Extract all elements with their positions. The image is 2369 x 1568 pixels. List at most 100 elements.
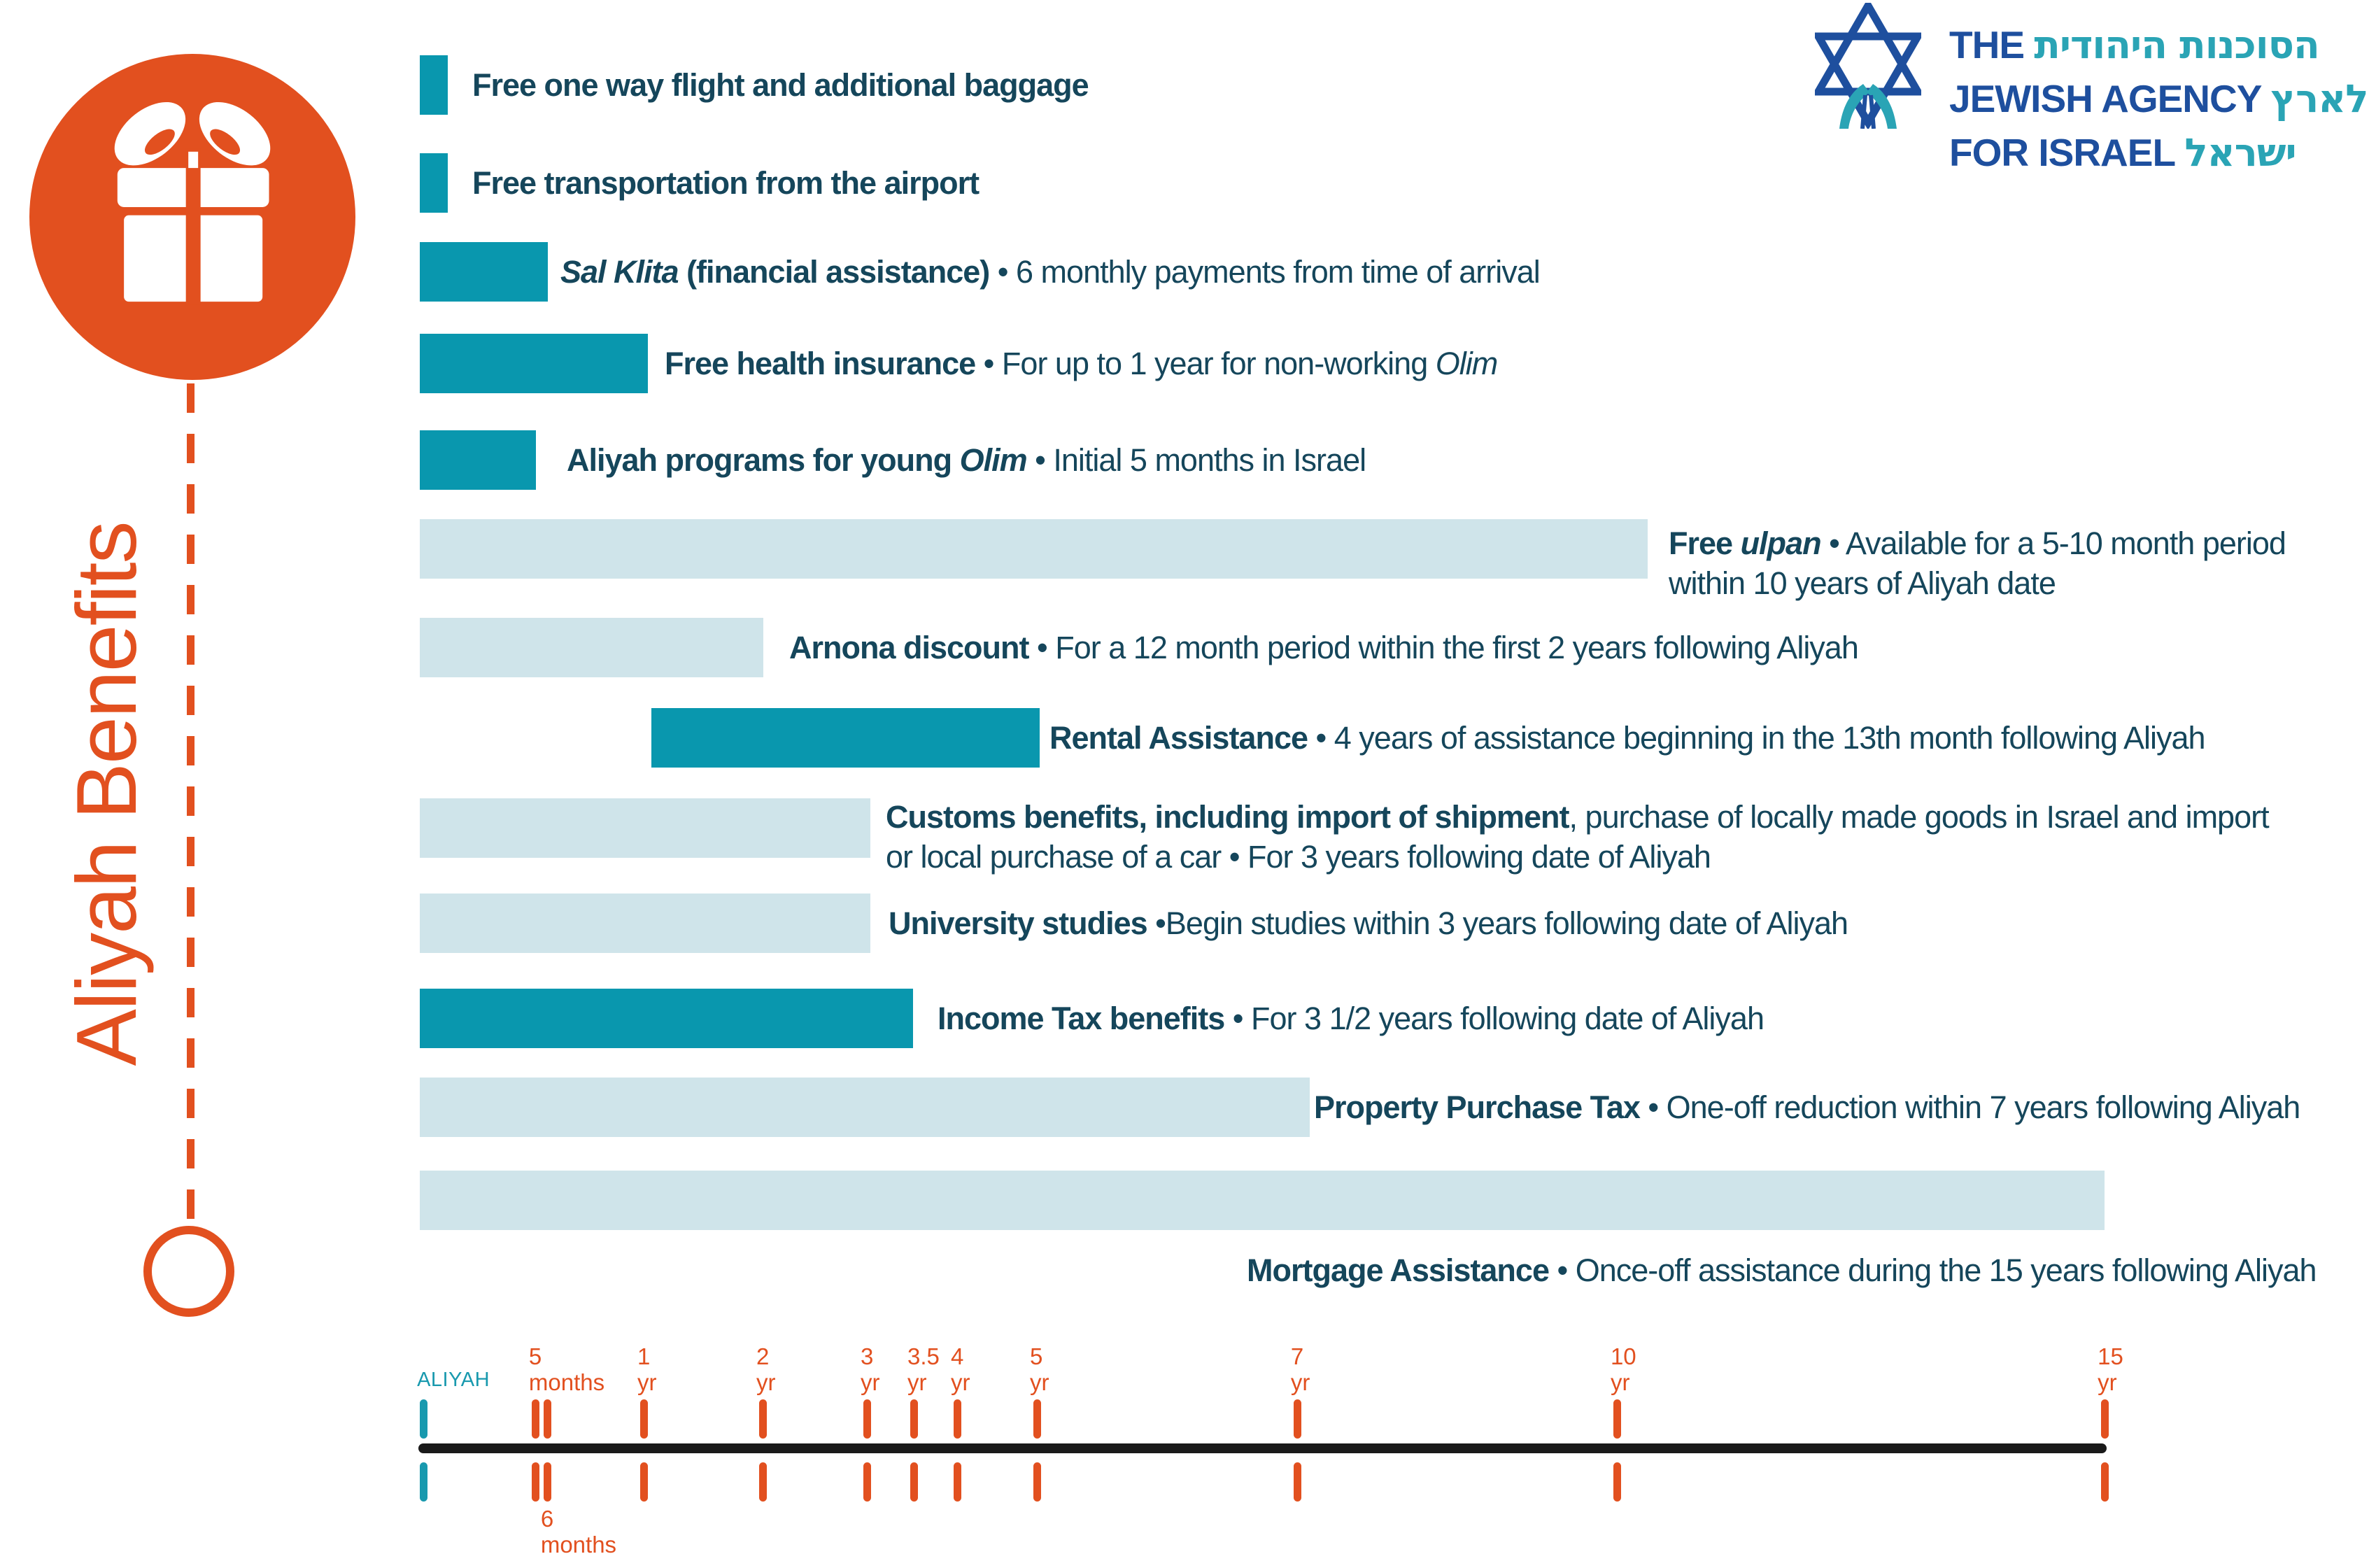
tick-5yr-above (1033, 1399, 1041, 1439)
benefit-label-customs: Customs benefits, including import of sh… (886, 797, 2270, 877)
page-title: Aliyah Benefits (59, 522, 154, 1066)
benefit-label-text: or local purchase of a car • For 3 years… (886, 839, 1711, 875)
benefit-bar-arnona (419, 618, 763, 677)
benefit-bar-sal_klita (419, 242, 548, 302)
tick-10yr-above (1613, 1399, 1622, 1439)
benefit-label-text: Olim (959, 442, 1028, 478)
timeline-origin-ring (143, 1226, 234, 1317)
benefit-label-ulpan: Free ulpan • Available for a 5-10 month … (1669, 523, 2286, 603)
benefit-label-text: • For a 12 month period within the first… (1028, 630, 1859, 665)
benefit-bar-young_olim (419, 430, 536, 490)
benefit-label-income_tax: Income Tax benefits • For 3 1/2 years fo… (938, 989, 1765, 1048)
tick-aliyah-above (419, 1399, 427, 1439)
tick-label-15yr: 15 yr (2098, 1343, 2123, 1395)
benefit-label-mortgage: Mortgage Assistance • Once-off assistanc… (1247, 1250, 2317, 1290)
benefit-label-text: • Initial 5 months in Israel (1026, 442, 1366, 478)
benefit-label-text: Customs benefits, including import of sh… (886, 799, 1570, 835)
benefit-label-rental: Rental Assistance • 4 years of assistanc… (1049, 708, 2206, 768)
tick-label-10yr: 10 yr (1610, 1343, 1636, 1395)
benefit-label-text: (financial assistance) (678, 254, 990, 290)
benefit-label-text: Property Purchase Tax (1314, 1089, 1641, 1125)
benefit-bar-customs (419, 798, 870, 858)
tick-3yr-above (863, 1399, 872, 1439)
tick-label-4yr: 4 yr (950, 1343, 970, 1395)
tick-1yr-below (640, 1462, 649, 1502)
tick-label-aliyah: ALIYAH (417, 1369, 490, 1391)
benefit-label-text: Olim (1435, 346, 1498, 381)
tick-5mo-below (532, 1462, 540, 1502)
tick-aliyah-below (419, 1462, 427, 1502)
benefit-bar-transport (419, 153, 448, 213)
logo-wordmark: THE הסוכנות היהודית JEWISH AGENCY לארץ F… (1949, 18, 2369, 180)
benefit-label-text: Mortgage Assistance (1247, 1252, 1550, 1288)
benefit-bar-property_tax (419, 1078, 1310, 1137)
benefit-label-text: Free one way flight and additional bagga… (472, 67, 1089, 103)
benefit-bar-income_tax (419, 989, 913, 1048)
benefit-label-text: ulpan (1740, 525, 1822, 561)
logo-line-1: THE הסוכנות היהודית (1949, 22, 2320, 67)
benefit-bar-rental (651, 708, 1040, 768)
star-of-david-hands-icon (1815, 3, 1921, 129)
tick-4yr-above (954, 1399, 962, 1439)
benefit-label-text: • Once-off assistance during the 15 year… (1548, 1252, 2317, 1288)
benefit-label-text: Arnona discount (789, 630, 1029, 665)
benefit-label-university: University studies •Begin studies within… (889, 894, 1848, 953)
tick-10yr-below (1613, 1462, 1622, 1502)
benefit-label-health: Free health insurance • For up to 1 year… (665, 334, 1498, 393)
jewish-agency-logo: THE הסוכנות היהודית JEWISH AGENCY לארץ F… (1815, 3, 2369, 180)
benefit-bar-university (419, 894, 870, 953)
tick-2yr-below (759, 1462, 768, 1502)
benefit-label-property_tax: Property Purchase Tax • One-off reductio… (1314, 1078, 2300, 1137)
gift-badge (29, 54, 355, 380)
tick-5mo-above (532, 1399, 540, 1439)
benefit-label-transport: Free transportation from the airport (472, 153, 980, 213)
benefit-label-text: • (1147, 905, 1166, 941)
benefit-label-text: • For up to 1 year for non-working (975, 346, 1436, 381)
benefit-label-young_olim: Aliyah programs for young Olim • Initial… (567, 430, 1366, 490)
benefit-label-text: Sal Klita (560, 254, 679, 290)
benefit-label-text: Rental Assistance (1049, 720, 1308, 756)
tick-label-2yr: 2 yr (756, 1343, 776, 1395)
benefit-label-text: Free (1669, 525, 1741, 561)
tick-4yr-below (954, 1462, 962, 1502)
benefit-bar-mortgage (419, 1171, 2105, 1230)
tick-1yr-above (640, 1399, 649, 1439)
dashed-connector (187, 383, 195, 1220)
benefit-label-text: , purchase of locally made goods in Isra… (1569, 799, 2270, 835)
tick-3.5yr-above (910, 1399, 919, 1439)
benefit-bar-flight (419, 55, 448, 115)
logo-line-2: JEWISH AGENCY לארץ (1949, 76, 2369, 121)
benefit-label-text: Aliyah programs for young (567, 442, 960, 478)
benefit-label-text: Free transportation from the airport (472, 165, 980, 201)
benefit-label-flight: Free one way flight and additional bagga… (472, 55, 1089, 115)
tick-label-7yr: 7 yr (1290, 1343, 1310, 1395)
tick-label-5mo: 5 months (528, 1343, 605, 1395)
benefit-label-text: Income Tax benefits (938, 1001, 1225, 1036)
tick-label-6mo: 6 months (540, 1506, 617, 1558)
benefit-label-text: • One-off reduction within 7 years follo… (1639, 1089, 2300, 1125)
timeline-line (418, 1443, 2107, 1453)
tick-6mo-below (544, 1462, 552, 1502)
benefit-label-text: • 4 years of assistance beginning in the… (1308, 720, 2206, 756)
benefit-label-text: • 6 monthly payments from time of arriva… (989, 254, 1541, 290)
tick-5yr-below (1033, 1462, 1041, 1502)
tick-3yr-below (863, 1462, 872, 1502)
benefit-label-text: University studies (889, 905, 1148, 941)
tick-label-3.5yr: 3.5 yr (907, 1343, 940, 1395)
tick-7yr-below (1294, 1462, 1302, 1502)
tick-7yr-above (1294, 1399, 1302, 1439)
tick-15yr-below (2100, 1462, 2109, 1502)
benefit-label-sal_klita: Sal Klita (financial assistance) • 6 mon… (560, 242, 1541, 302)
tick-15yr-above (2100, 1399, 2109, 1439)
benefit-label-text: Begin studies within 3 years following d… (1165, 905, 1848, 941)
tick-2yr-above (759, 1399, 768, 1439)
tick-label-3yr: 3 yr (860, 1343, 880, 1395)
benefit-label-arnona: Arnona discount • For a 12 month period … (789, 618, 1859, 677)
benefit-label-text: • Available for a 5-10 month period (1820, 525, 2286, 561)
gift-icon (29, 54, 355, 380)
tick-3.5yr-below (910, 1462, 919, 1502)
tick-6mo-above (544, 1399, 552, 1439)
tick-label-1yr: 1 yr (637, 1343, 657, 1395)
benefit-label-text: Free health insurance (665, 346, 976, 381)
